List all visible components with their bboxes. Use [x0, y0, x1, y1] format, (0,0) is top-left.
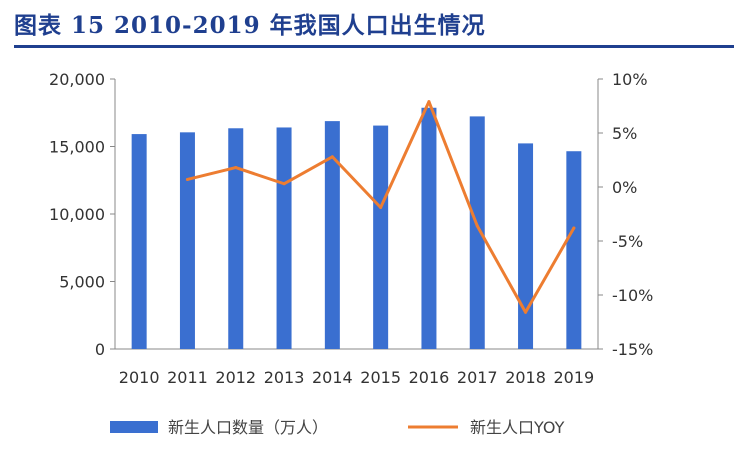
left-tick-label: 10,000: [49, 205, 105, 224]
bar: [179, 132, 195, 349]
legend-bar-swatch: [110, 421, 158, 433]
x-tick-label: 2016: [409, 368, 450, 387]
bar: [373, 125, 389, 349]
yoy-point: [475, 224, 479, 228]
x-tick-label: 2011: [167, 368, 208, 387]
right-tick-label: -10%: [612, 286, 653, 305]
x-tick-label: 2018: [505, 368, 546, 387]
chart-title: 图表 15 2010-2019 年我国人口出生情况: [14, 12, 486, 39]
left-tick-label: 5,000: [59, 273, 105, 292]
yoy-point: [185, 177, 189, 181]
yoy-point: [427, 100, 431, 104]
yoy-point: [524, 310, 528, 314]
left-tick-label: 20,000: [49, 70, 105, 89]
right-tick-label: -15%: [612, 340, 653, 359]
bar: [566, 151, 582, 349]
right-tick-label: -5%: [612, 232, 643, 251]
x-tick-label: 2014: [312, 368, 353, 387]
bar: [131, 134, 147, 349]
right-tick-label: 10%: [612, 70, 648, 89]
bar: [324, 121, 340, 350]
yoy-point: [572, 226, 576, 230]
legend-bar-label: 新生人口数量（万人）: [168, 418, 328, 437]
title-underline: [14, 45, 734, 48]
x-tick-label: 2010: [119, 368, 160, 387]
left-tick-label: 0: [95, 340, 105, 359]
right-tick-label: 0%: [612, 178, 637, 197]
yoy-point: [330, 155, 334, 159]
yoy-point: [282, 182, 286, 186]
yoy-point: [379, 206, 383, 210]
bar: [276, 127, 292, 349]
x-tick-label: 2012: [215, 368, 256, 387]
x-tick-label: 2013: [264, 368, 305, 387]
right-tick-label: 5%: [612, 124, 637, 143]
bar: [469, 116, 485, 350]
bar: [421, 107, 437, 349]
legend-line-label: 新生人口YOY: [470, 418, 565, 437]
left-tick-label: 15,000: [49, 138, 105, 157]
yoy-point: [234, 166, 238, 170]
bar: [228, 128, 244, 349]
bar: [518, 143, 534, 349]
x-tick-label: 2015: [360, 368, 401, 387]
x-tick-label: 2019: [553, 368, 594, 387]
x-tick-label: 2017: [457, 368, 498, 387]
